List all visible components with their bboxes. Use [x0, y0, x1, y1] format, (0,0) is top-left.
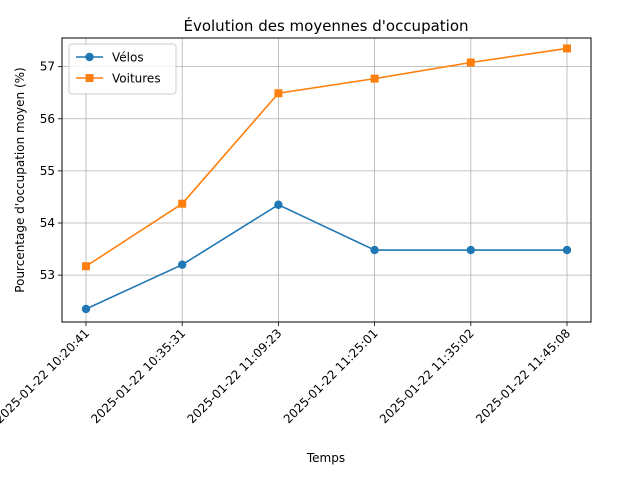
- plot-frame: [61, 37, 592, 323]
- data-point: [274, 200, 283, 209]
- y-tick-label: 55: [40, 164, 55, 178]
- data-point: [81, 304, 91, 314]
- series-layer: [81, 44, 572, 314]
- legend-label: Vélos: [112, 51, 144, 65]
- data-point: [370, 74, 379, 83]
- y-tick-label: 56: [40, 112, 55, 126]
- y-axis: 53 54 55 56 57: [40, 60, 62, 282]
- x-tick-label: 2025-01-22 11:35:02: [377, 326, 477, 426]
- x-tick-label: 2025-01-22 11:09:23: [184, 326, 284, 426]
- data-point: [466, 58, 475, 67]
- data-point: [370, 245, 379, 255]
- x-axis-label: Temps: [306, 451, 345, 465]
- data-point: [466, 245, 475, 255]
- data-point: [563, 44, 571, 53]
- legend-label: Voitures: [112, 72, 161, 86]
- series-0: [81, 200, 572, 314]
- legend-marker: [85, 52, 94, 62]
- legend-item: Vélos: [76, 51, 144, 65]
- y-tick-label: 57: [40, 60, 55, 74]
- data-point: [562, 245, 572, 255]
- series-1: [82, 44, 571, 271]
- legend: Vélos Voitures: [68, 43, 177, 95]
- series-line: [85, 47, 568, 267]
- legend-marker: [85, 74, 94, 82]
- data-point: [82, 262, 90, 271]
- data-point: [274, 89, 283, 98]
- x-tick-label: 2025-01-22 11:25:01: [281, 326, 381, 426]
- data-point: [178, 199, 187, 208]
- x-tick-label: 2025-01-22 11:45:08: [473, 326, 573, 426]
- series-line: [85, 203, 567, 310]
- data-point: [178, 260, 187, 269]
- chart-title: Évolution des moyennes d'occupation: [183, 16, 468, 35]
- y-tick-label: 54: [40, 216, 55, 230]
- y-tick-label: 53: [40, 268, 55, 282]
- y-axis-label: Pourcentage d'occupation moyen (%): [13, 67, 27, 292]
- x-tick-label: 2025-01-22 10:20:41: [0, 326, 92, 426]
- legend-item: Voitures: [76, 72, 161, 86]
- x-tick-label: 2025-01-22 10:35:31: [88, 326, 188, 426]
